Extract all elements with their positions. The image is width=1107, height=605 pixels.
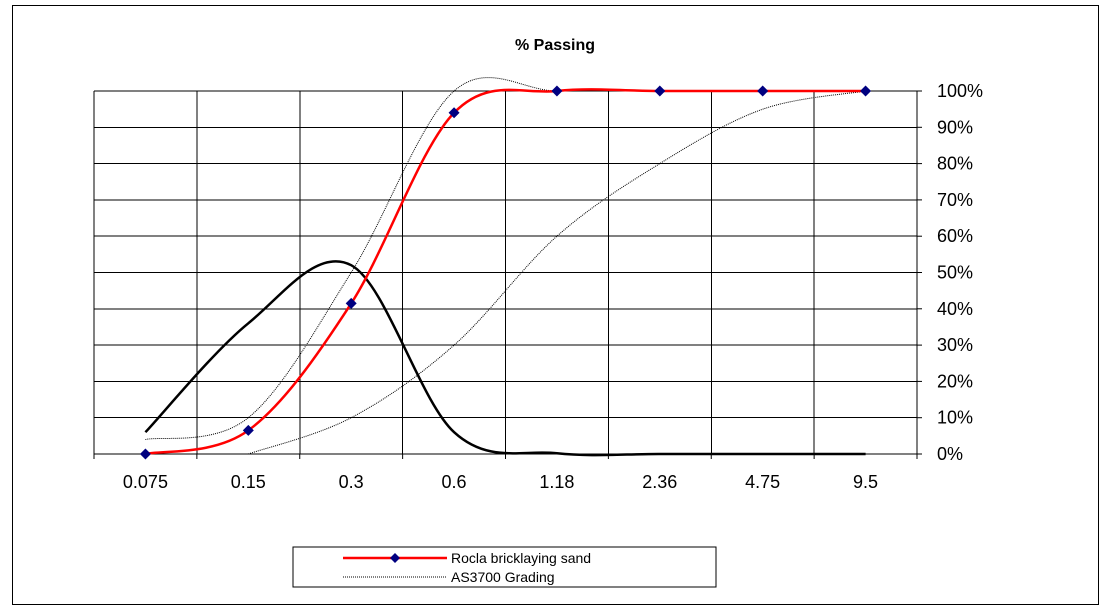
- legend-marker-rocla: [390, 553, 400, 563]
- chart-title: % Passing: [515, 37, 595, 54]
- x-tick-label: 9.5: [853, 472, 878, 492]
- y-tick-label: 80%: [937, 154, 973, 174]
- rocla-data-point: [757, 85, 769, 97]
- y-tick-label: 0%: [937, 444, 963, 464]
- x-tick-label: 0.075: [123, 472, 168, 492]
- y-tick-label: 40%: [937, 299, 973, 319]
- rocla-data-point: [448, 107, 460, 119]
- legend-label-rocla: Rocla bricklaying sand: [451, 550, 591, 566]
- rocla-data-point: [860, 85, 872, 97]
- x-tick-label: 0.3: [339, 472, 364, 492]
- series-layer: [139, 77, 872, 460]
- y-tick-label: 50%: [937, 263, 973, 283]
- y-tick-label: 100%: [937, 81, 983, 101]
- y-tick-label: 70%: [937, 190, 973, 210]
- rocla-data-point: [654, 85, 666, 97]
- rocla-series-line: [145, 88, 866, 456]
- rocla-data-point: [345, 297, 357, 309]
- x-tick-label: 0.6: [442, 472, 467, 492]
- x-tick-label: 0.15: [231, 472, 266, 492]
- rocla-data-point: [139, 448, 151, 460]
- y-tick-label: 90%: [937, 117, 973, 137]
- legend-label-as3700: AS3700 Grading: [451, 569, 555, 585]
- legend-box: [292, 546, 717, 588]
- rocla-data-point: [242, 424, 254, 436]
- y-axis-ticks: 0% 10% 20% 30% 40% 50% 60% 70% 80% 90% 100%: [937, 81, 983, 464]
- legend: Rocla bricklaying sand AS3700 Grading: [292, 546, 717, 588]
- y-tick-label: 30%: [937, 335, 973, 355]
- x-tick-label: 1.18: [539, 472, 574, 492]
- y-tick-label: 10%: [937, 408, 973, 428]
- rocla-data-point: [551, 85, 563, 97]
- x-tick-label: 2.36: [642, 472, 677, 492]
- x-tick-label: 4.75: [745, 472, 780, 492]
- x-axis-ticks: 0.075 0.15 0.3 0.6 1.18 2.36 4.75 9.5: [123, 472, 878, 492]
- y-tick-label: 20%: [937, 371, 973, 391]
- grid: [93, 90, 922, 459]
- retained-curve-line: [144, 260, 866, 457]
- y-tick-label: 60%: [937, 226, 973, 246]
